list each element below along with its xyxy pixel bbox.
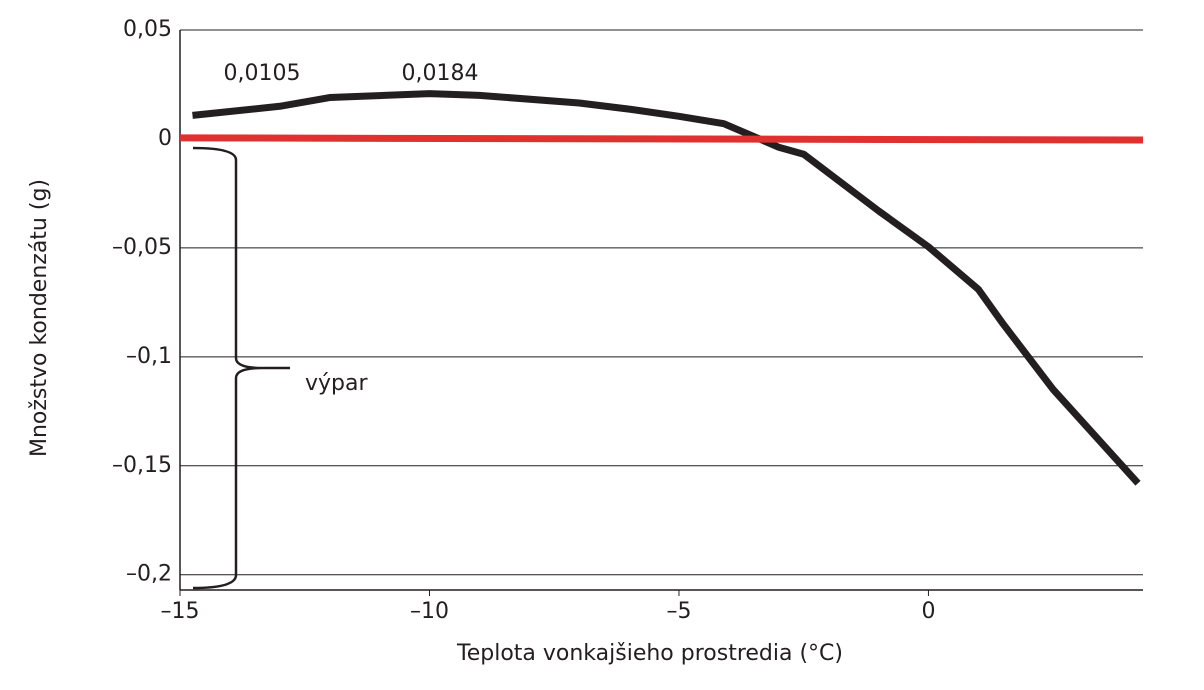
data-line [179,134,1144,144]
y-tick-label: –0,05 [112,235,172,260]
annotation: 0,0105 [224,61,301,86]
y-tick-label: –0,2 [126,562,172,587]
y-axis-label: Množstvo kondenzátu (g) [27,179,52,457]
brace [192,146,290,590]
y-tick-label: –0,1 [126,344,172,369]
annotation: výpar [305,371,368,396]
x-tick-label: –15 [161,599,200,624]
x-axis-label: Teplota vonkajšieho prostredia (°C) [456,641,843,666]
annotation: 0,0184 [402,61,479,86]
data-line [192,90,1141,486]
y-tick-label: –0,15 [112,453,172,478]
x-tick-label: –10 [410,599,449,624]
y-tick-label: 0 [158,126,172,151]
x-tick-label: –5 [666,599,691,624]
y-tick-label: 0,05 [123,17,172,42]
x-tick-label: 0 [921,599,935,624]
